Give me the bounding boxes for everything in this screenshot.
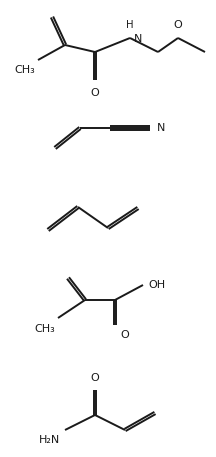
- Text: O: O: [91, 88, 99, 98]
- Text: CH₃: CH₃: [14, 65, 35, 75]
- Text: N: N: [134, 34, 142, 44]
- Text: H: H: [126, 20, 134, 30]
- Text: O: O: [91, 373, 99, 383]
- Text: H₂N: H₂N: [39, 435, 60, 445]
- Text: N: N: [157, 123, 165, 133]
- Text: OH: OH: [148, 280, 165, 290]
- Text: O: O: [120, 330, 129, 340]
- Text: CH₃: CH₃: [34, 324, 55, 334]
- Text: O: O: [174, 20, 182, 30]
